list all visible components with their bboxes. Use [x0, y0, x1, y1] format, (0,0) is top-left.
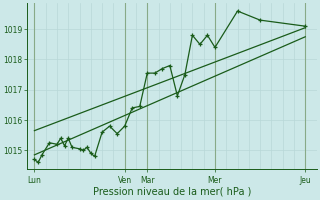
X-axis label: Pression niveau de la mer( hPa ): Pression niveau de la mer( hPa ) [92, 187, 251, 197]
